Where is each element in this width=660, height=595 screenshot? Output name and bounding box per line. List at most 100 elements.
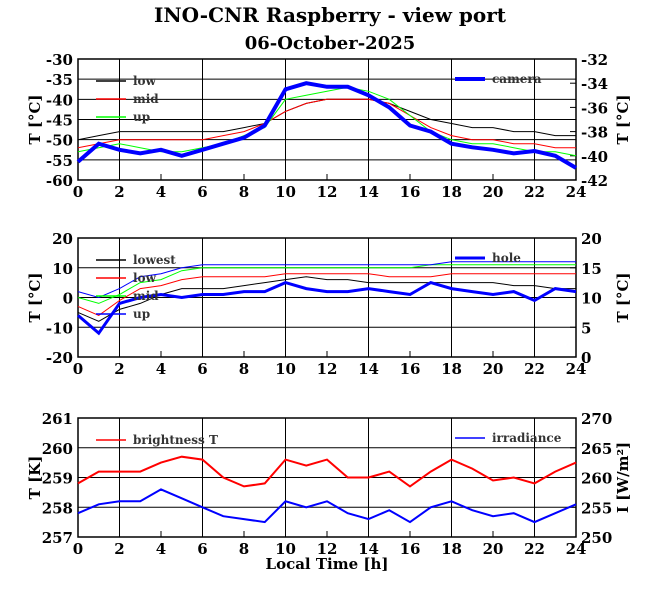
- legend-label: low: [133, 271, 157, 285]
- y-tick-label: 257: [42, 529, 73, 547]
- x-tick-label: 20: [483, 540, 504, 558]
- x-tick-label: 4: [156, 183, 166, 201]
- x-tick-label: 22: [524, 183, 545, 201]
- plot-frame: [77, 417, 577, 538]
- y-tick-label: 10: [52, 260, 73, 278]
- x-tick-label: 2: [114, 183, 124, 201]
- y2-tick-label: 265: [581, 440, 612, 458]
- y-tick-label: -40: [46, 91, 73, 109]
- y2-axis-label: T [°C]: [614, 272, 632, 322]
- x-tick-label: 2: [114, 540, 124, 558]
- y-tick-label: -45: [46, 112, 73, 130]
- x-tick-label: 18: [441, 540, 462, 558]
- y2-tick-label: 250: [581, 529, 612, 547]
- y-tick-label: -35: [46, 71, 73, 89]
- y-tick-label: 259: [42, 470, 73, 488]
- x-tick-label: 4: [156, 360, 166, 378]
- y2-tick-label: 260: [581, 470, 612, 488]
- y-tick-label: 260: [42, 440, 73, 458]
- x-tick-label: 16: [400, 360, 421, 378]
- panel-1: -60 -55 -50 -45 -40 -35 -30 -42 -40 -38 -36 -34 -32 0…: [26, 51, 632, 201]
- x-tick-label: 4: [156, 540, 166, 558]
- legend-label: up: [133, 307, 150, 321]
- x-tick-label: 8: [239, 183, 249, 201]
- plot-frame: [77, 58, 577, 181]
- x-tick-label: 0: [73, 360, 83, 378]
- y-axis-label: T [°C]: [26, 272, 44, 322]
- y-tick-label: -30: [46, 51, 73, 69]
- x-tick-label: 18: [441, 360, 462, 378]
- series-low: [77, 273, 576, 316]
- x-tick-label: 12: [317, 540, 338, 558]
- x-tick-label: 20: [483, 183, 504, 201]
- x-tick-label: 14: [358, 183, 379, 201]
- x-tick-label: 6: [197, 360, 207, 378]
- y2-tick-label: 15: [581, 260, 602, 278]
- legend-label: irradiance: [492, 431, 562, 445]
- y2-tick-label: 270: [581, 410, 612, 428]
- y-tick-label: 20: [52, 230, 73, 248]
- x-tick-label: 0: [73, 183, 83, 201]
- y-tick-label: -10: [46, 319, 73, 337]
- y2-tick-label: -36: [581, 99, 608, 117]
- x-tick-label: 24: [566, 540, 587, 558]
- x-tick-label: 6: [197, 183, 207, 201]
- y-tick-label: -60: [46, 172, 73, 190]
- legend-label: lowest: [133, 253, 176, 267]
- chart-date: 06-October-2025: [245, 33, 416, 54]
- y-tick-label: -50: [46, 132, 73, 150]
- x-tick-label: 2: [114, 360, 124, 378]
- x-tick-label: 22: [524, 360, 545, 378]
- legend-label: mid: [133, 289, 159, 303]
- x-tick-label: 8: [239, 360, 249, 378]
- y2-tick-label: -40: [581, 148, 608, 166]
- legend-label: brightness T: [133, 433, 218, 447]
- x-tick-label: 14: [358, 360, 379, 378]
- y2-tick-label: -38: [581, 124, 608, 142]
- y2-tick-label: -34: [581, 75, 608, 93]
- chart-title: INO-CNR Raspberry - view port: [154, 3, 507, 27]
- x-tick-label: 6: [197, 540, 207, 558]
- series-mid: [77, 264, 576, 304]
- series-mid: [77, 98, 576, 149]
- x-tick-label: 10: [275, 540, 296, 558]
- x-tick-label: 16: [400, 183, 421, 201]
- y-axis-label: T [K]: [26, 456, 44, 500]
- x-tick-label: 12: [317, 360, 338, 378]
- series-up: [77, 261, 576, 299]
- y-tick-label: 258: [42, 499, 73, 517]
- x-tick-label: 14: [358, 540, 379, 558]
- x-tick-label: 8: [239, 540, 249, 558]
- legend-label: mid: [133, 92, 159, 106]
- y-tick-label: -55: [46, 152, 73, 170]
- legend-label: hole: [492, 251, 521, 265]
- y-tick-label: 0: [63, 290, 73, 308]
- x-tick-label: 24: [566, 360, 587, 378]
- series-camera: [76, 81, 578, 170]
- x-tick-label: 16: [400, 540, 421, 558]
- y-tick-label: 261: [42, 410, 73, 428]
- legend-label: camera: [492, 72, 542, 86]
- x-tick-label: 10: [275, 360, 296, 378]
- x-tick-label: 22: [524, 540, 545, 558]
- series-hole: [77, 280, 577, 336]
- x-axis-label: Local Time [h]: [266, 555, 389, 573]
- y2-tick-label: 255: [581, 499, 612, 517]
- legend-label: up: [133, 110, 150, 124]
- y2-tick-label: 20: [581, 230, 602, 248]
- y2-axis-label: T [°C]: [614, 94, 632, 144]
- series-brightness-T: [77, 455, 577, 488]
- x-tick-label: 24: [566, 183, 587, 201]
- x-tick-label: 12: [317, 183, 338, 201]
- legend-label: low: [133, 74, 157, 88]
- y-axis-label: T [°C]: [26, 94, 44, 144]
- y2-tick-label: -42: [581, 172, 608, 190]
- y2-tick-label: 5: [581, 319, 591, 337]
- y2-tick-label: -32: [581, 51, 608, 69]
- y2-tick-label: 0: [581, 349, 591, 367]
- series-irradiance: [77, 488, 577, 524]
- y2-axis-label: I [W/m²]: [614, 442, 632, 513]
